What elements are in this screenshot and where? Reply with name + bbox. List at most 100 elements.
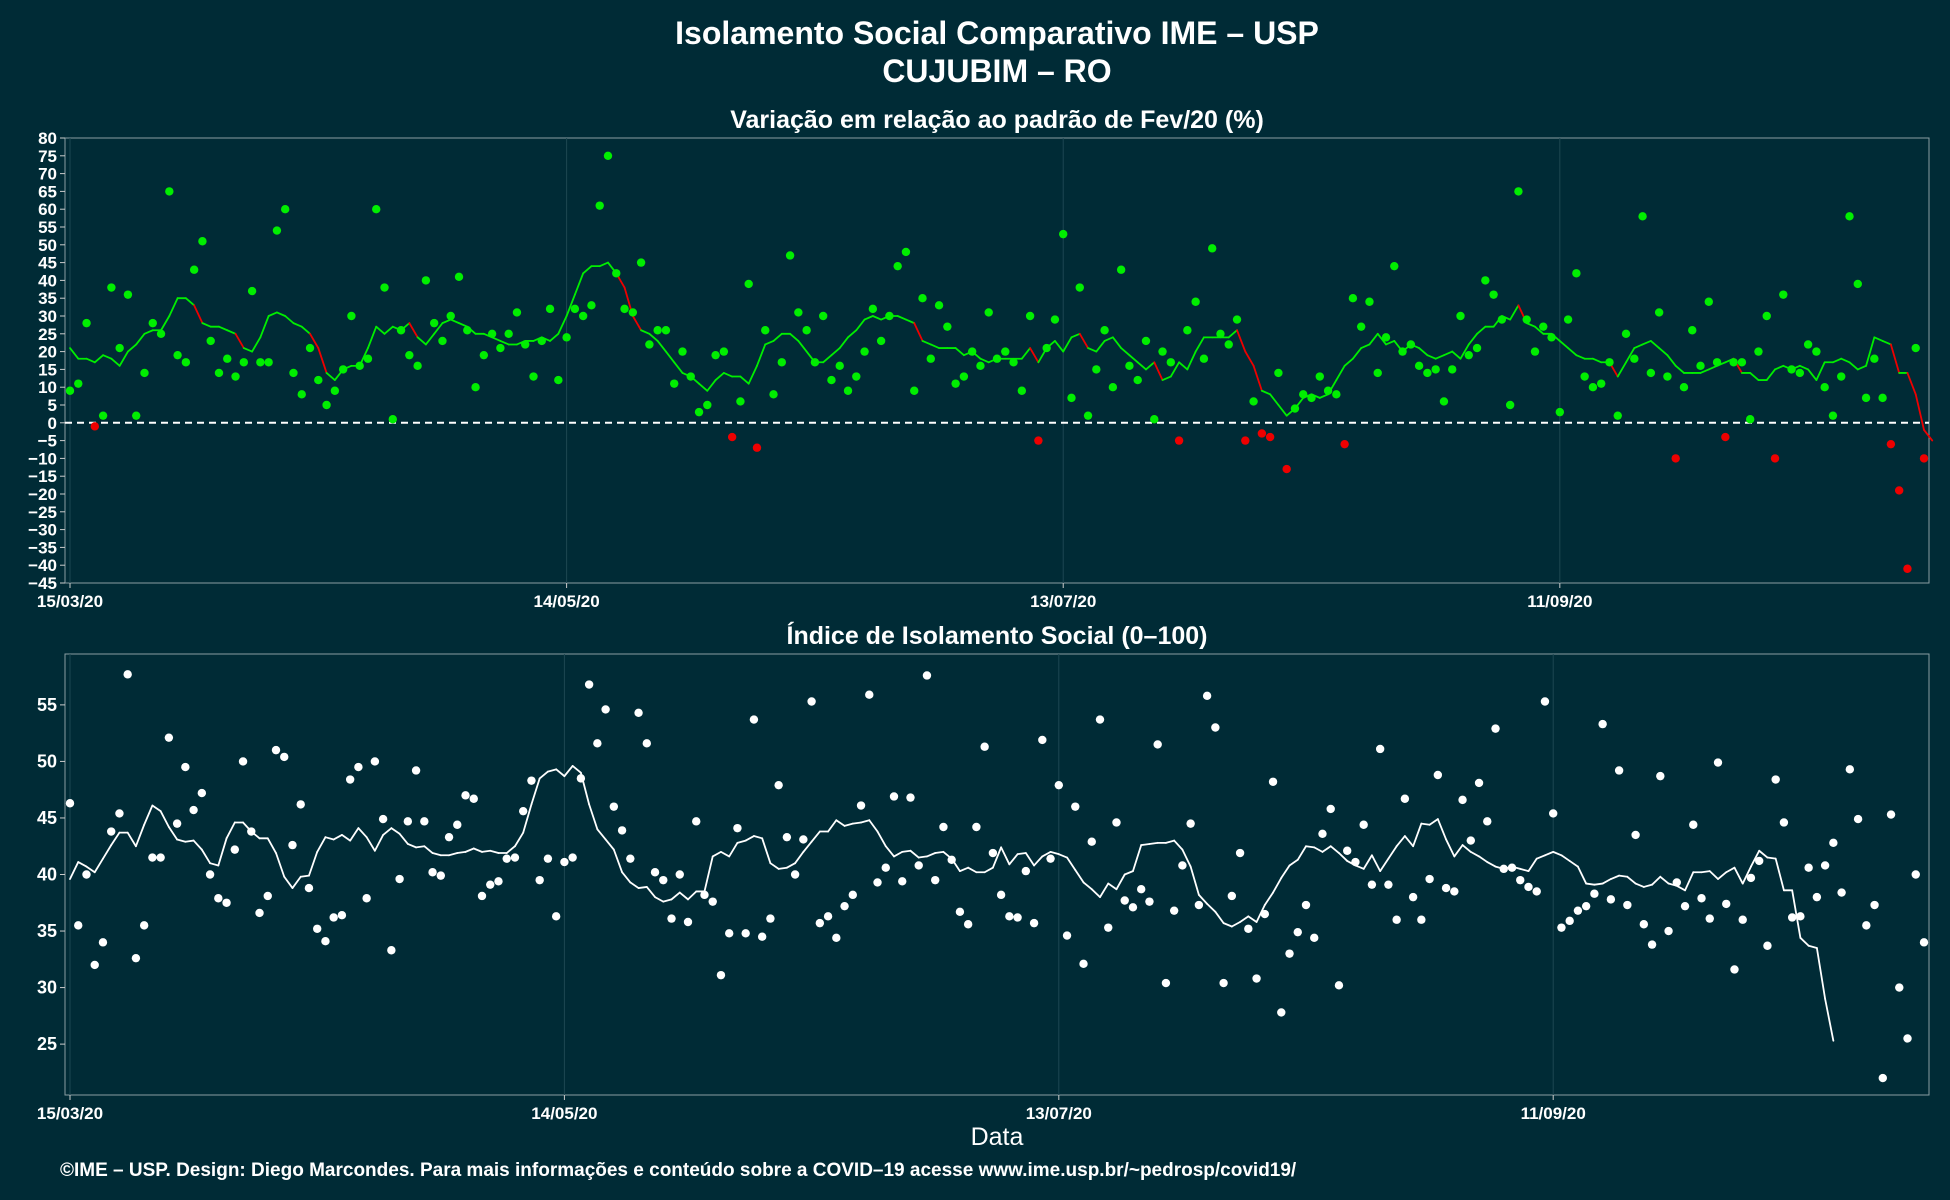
variacao-trend-segment bbox=[656, 340, 667, 353]
variacao-y-tick-label: 75 bbox=[38, 147, 57, 166]
variacao-data-point bbox=[65, 386, 75, 395]
variacao-trend-segment bbox=[367, 325, 378, 349]
variacao-data-point bbox=[305, 343, 315, 353]
variacao-data-point bbox=[90, 422, 100, 431]
indice-data-point bbox=[1540, 697, 1550, 706]
indice-data-point bbox=[1862, 921, 1871, 930]
indice-data-point bbox=[1293, 927, 1302, 937]
variacao-trend-segment bbox=[1807, 368, 1818, 381]
indice-data-point bbox=[766, 914, 775, 923]
indice-data-point bbox=[1573, 906, 1583, 915]
variacao-data-point bbox=[1803, 340, 1813, 349]
indice-data-point bbox=[593, 739, 602, 748]
indice-trend-segment bbox=[596, 828, 607, 841]
indice-trend-segment bbox=[1165, 839, 1176, 844]
variacao-data-point bbox=[1688, 326, 1697, 335]
indice-trend-segment bbox=[167, 826, 179, 841]
variacao-y-tick-label: 65 bbox=[38, 182, 57, 201]
indice-trend-segment bbox=[827, 819, 838, 833]
variacao-trend-segment bbox=[1376, 332, 1387, 346]
indice-trend-segment bbox=[481, 849, 492, 853]
variacao-trend-segment bbox=[267, 311, 278, 317]
variacao-trend-segment bbox=[1575, 354, 1586, 360]
variacao-y-tick-label: 30 bbox=[38, 307, 57, 326]
variacao-data-point bbox=[1679, 383, 1689, 392]
variacao-trend-segment bbox=[1029, 347, 1040, 364]
variacao-data-point bbox=[1630, 354, 1639, 363]
indice-trend-segment bbox=[794, 850, 805, 865]
indice-trend-segment bbox=[1338, 852, 1349, 862]
variacao-data-point bbox=[74, 379, 83, 388]
indice-data-point bbox=[139, 921, 149, 930]
indice-trend-segment bbox=[621, 871, 632, 884]
variacao-data-point bbox=[405, 350, 414, 360]
indice-trend-segment bbox=[1461, 844, 1472, 853]
indice-trend-segment bbox=[1420, 822, 1431, 826]
variacao-data-point bbox=[355, 361, 364, 371]
variacao-y-tick-label: −45 bbox=[28, 574, 57, 593]
indice-trend-segment bbox=[1066, 856, 1077, 871]
indice-trend-segment bbox=[934, 850, 945, 854]
indice-trend-segment bbox=[1486, 861, 1497, 868]
indice-data-point bbox=[1779, 818, 1789, 827]
variacao-y-tick-label: 45 bbox=[38, 254, 57, 273]
indice-data-point bbox=[1680, 901, 1690, 911]
indice-trend-segment bbox=[1230, 921, 1241, 928]
indice-data-point bbox=[1186, 819, 1195, 828]
variacao-trend-segment bbox=[1111, 336, 1123, 349]
indice-data-point bbox=[1425, 874, 1434, 884]
indice-trend-segment bbox=[1717, 871, 1728, 880]
indice-data-point bbox=[1656, 771, 1665, 781]
indice-data-point bbox=[403, 817, 413, 826]
variacao-trend-segment bbox=[698, 382, 709, 392]
variacao-data-point bbox=[1174, 436, 1184, 445]
variacao-trend-segment bbox=[226, 329, 237, 335]
indice-trend-segment bbox=[744, 835, 755, 842]
indice-y-tick-label: 50 bbox=[37, 751, 57, 771]
variacao-data-point bbox=[1505, 400, 1515, 410]
indice-trend-segment bbox=[991, 846, 1003, 869]
indice-trend-segment bbox=[1725, 866, 1736, 874]
variacao-data-point bbox=[661, 326, 671, 335]
variacao-trend-segment bbox=[1236, 329, 1247, 353]
variacao-data-point bbox=[463, 326, 472, 335]
variacao-data-point bbox=[1646, 368, 1656, 378]
indice-trend-segment bbox=[1453, 844, 1464, 858]
indice-trend-segment bbox=[1634, 882, 1645, 888]
variacao-trend-segment bbox=[722, 372, 734, 378]
indice-trend-segment bbox=[1815, 947, 1827, 1000]
indice-data-point bbox=[1235, 848, 1245, 858]
variacao-trend-segment bbox=[1707, 364, 1718, 371]
variacao-data-point bbox=[521, 340, 530, 349]
indice-trend-segment bbox=[1222, 922, 1233, 928]
indice-trend-segment bbox=[967, 866, 978, 874]
variacao-trend-segment bbox=[1128, 354, 1139, 364]
variacao-trend-segment bbox=[764, 340, 775, 346]
indice-data-point bbox=[387, 946, 396, 955]
indice-trend-segment bbox=[1305, 845, 1316, 849]
variacao-trend-segment bbox=[1260, 389, 1272, 396]
variacao-data-point bbox=[852, 372, 861, 381]
variacao-trend-segment bbox=[284, 315, 295, 325]
variacao-data-point bbox=[504, 329, 513, 338]
variacao-data-point bbox=[1150, 415, 1159, 424]
variacao-data-point bbox=[1067, 393, 1076, 403]
indice-data-point bbox=[1672, 878, 1682, 887]
variacao-data-point bbox=[512, 308, 522, 317]
indice-trend-segment bbox=[802, 840, 813, 853]
variacao-trend-segment bbox=[218, 325, 229, 332]
variacao-data-point bbox=[984, 308, 993, 317]
indice-data-point bbox=[238, 757, 248, 766]
indice-data-point bbox=[889, 792, 899, 801]
variacao-y-tick-label: −25 bbox=[28, 503, 57, 522]
variacao-trend-segment bbox=[648, 332, 659, 342]
variacao-y-tick-label: 70 bbox=[38, 165, 57, 184]
indice-data-point bbox=[1351, 857, 1360, 867]
indice-data-point bbox=[634, 708, 643, 717]
variacao-data-point bbox=[1365, 297, 1374, 306]
variacao-data-point bbox=[1059, 229, 1068, 239]
variacao-data-point bbox=[1861, 393, 1871, 403]
variacao-trend-segment bbox=[921, 340, 932, 346]
variacao-trend-segment bbox=[1136, 361, 1147, 371]
variacao-trend-segment bbox=[1798, 364, 1810, 371]
